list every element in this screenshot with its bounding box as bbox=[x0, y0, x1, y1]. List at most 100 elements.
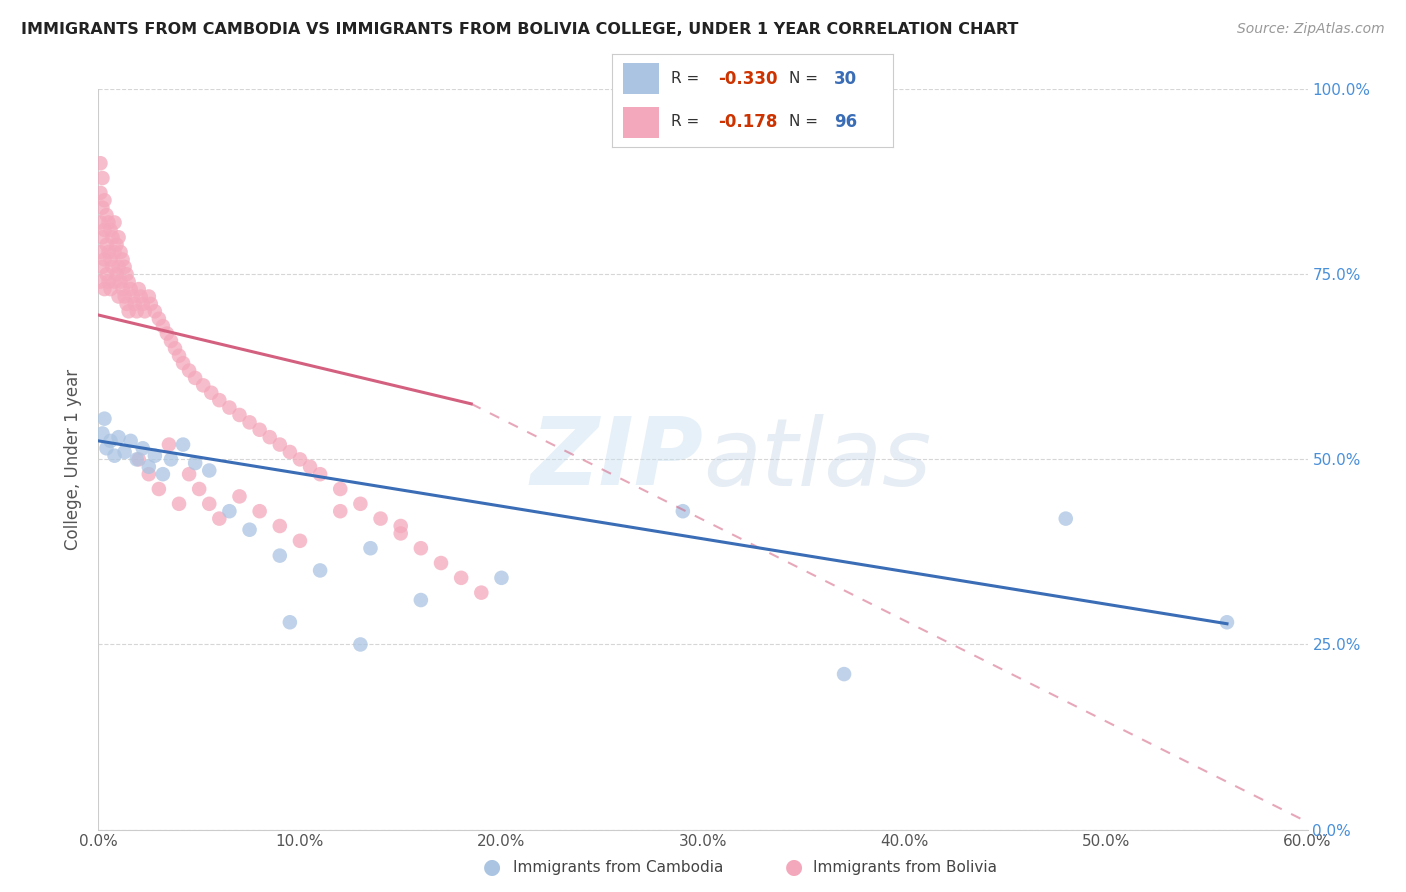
Point bbox=[115, 268, 138, 282]
Point bbox=[152, 319, 174, 334]
Point bbox=[249, 504, 271, 518]
Point bbox=[114, 445, 136, 459]
Point bbox=[160, 452, 183, 467]
Point bbox=[198, 463, 221, 477]
Text: 30: 30 bbox=[834, 70, 856, 87]
Point bbox=[97, 275, 120, 289]
Point bbox=[114, 289, 136, 303]
Point bbox=[198, 497, 221, 511]
Point bbox=[114, 260, 136, 274]
Point bbox=[125, 304, 148, 318]
Bar bbox=[623, 63, 659, 94]
Point bbox=[1216, 615, 1239, 630]
Point bbox=[128, 452, 150, 467]
Point bbox=[89, 186, 111, 200]
Point bbox=[91, 426, 114, 441]
Point bbox=[91, 201, 114, 215]
Point bbox=[138, 459, 160, 474]
Point bbox=[103, 215, 125, 229]
Point bbox=[97, 215, 120, 229]
Point bbox=[107, 430, 129, 444]
Point bbox=[193, 378, 215, 392]
Point bbox=[360, 541, 382, 556]
Point bbox=[349, 637, 371, 651]
Point bbox=[157, 437, 180, 451]
Text: N =: N = bbox=[789, 71, 823, 87]
Point bbox=[184, 371, 207, 385]
Point bbox=[672, 504, 695, 518]
Text: ZIP: ZIP bbox=[530, 413, 703, 506]
Point bbox=[110, 275, 132, 289]
Point bbox=[278, 445, 301, 459]
Text: R =: R = bbox=[671, 71, 704, 87]
Point bbox=[179, 363, 201, 377]
Text: Immigrants from Cambodia: Immigrants from Cambodia bbox=[513, 860, 724, 874]
Point bbox=[125, 452, 148, 467]
Point bbox=[89, 245, 111, 260]
Point bbox=[184, 456, 207, 470]
Point bbox=[107, 289, 129, 303]
Point bbox=[409, 541, 432, 556]
Point bbox=[179, 467, 201, 482]
Point bbox=[93, 282, 115, 296]
Point bbox=[100, 434, 122, 448]
Point bbox=[107, 260, 129, 274]
Point bbox=[132, 297, 155, 311]
Point bbox=[101, 230, 124, 244]
Text: -0.330: -0.330 bbox=[718, 70, 778, 87]
Point bbox=[111, 282, 134, 296]
Point bbox=[470, 585, 492, 599]
Point bbox=[239, 523, 262, 537]
Point bbox=[143, 449, 166, 463]
Point bbox=[167, 497, 190, 511]
Point bbox=[160, 334, 183, 348]
Point bbox=[138, 467, 160, 482]
Text: Immigrants from Bolivia: Immigrants from Bolivia bbox=[813, 860, 997, 874]
Point bbox=[120, 282, 142, 296]
Point bbox=[103, 275, 125, 289]
Point bbox=[96, 208, 118, 222]
Point bbox=[309, 564, 332, 578]
Point bbox=[152, 467, 174, 482]
Point bbox=[96, 237, 118, 252]
Point bbox=[288, 452, 311, 467]
Point bbox=[218, 504, 240, 518]
Point bbox=[91, 171, 114, 186]
Point bbox=[115, 297, 138, 311]
Point bbox=[105, 268, 128, 282]
Text: 96: 96 bbox=[834, 113, 856, 131]
Text: ●: ● bbox=[484, 857, 501, 877]
Point bbox=[1054, 511, 1077, 525]
Point bbox=[89, 156, 111, 170]
Point bbox=[228, 408, 250, 422]
Point bbox=[101, 260, 124, 274]
Point bbox=[329, 504, 352, 518]
Point bbox=[91, 230, 114, 244]
Point bbox=[100, 223, 122, 237]
Point bbox=[97, 245, 120, 260]
Point bbox=[134, 304, 156, 318]
Point bbox=[105, 237, 128, 252]
Point bbox=[430, 556, 453, 570]
Point bbox=[111, 252, 134, 267]
Text: -0.178: -0.178 bbox=[718, 113, 778, 131]
Point bbox=[200, 385, 222, 400]
Point bbox=[167, 349, 190, 363]
Point bbox=[309, 467, 332, 482]
Point bbox=[156, 326, 179, 341]
Point bbox=[124, 297, 146, 311]
Point bbox=[138, 289, 160, 303]
Point bbox=[118, 304, 141, 318]
Point bbox=[288, 533, 311, 548]
Point bbox=[188, 482, 211, 496]
Point bbox=[491, 571, 513, 585]
Point bbox=[129, 289, 152, 303]
Point bbox=[107, 230, 129, 244]
Text: ●: ● bbox=[786, 857, 803, 877]
Point bbox=[103, 245, 125, 260]
Text: N =: N = bbox=[789, 114, 823, 129]
Point bbox=[389, 526, 412, 541]
Point bbox=[409, 593, 432, 607]
Point bbox=[121, 289, 143, 303]
Point bbox=[370, 511, 392, 525]
